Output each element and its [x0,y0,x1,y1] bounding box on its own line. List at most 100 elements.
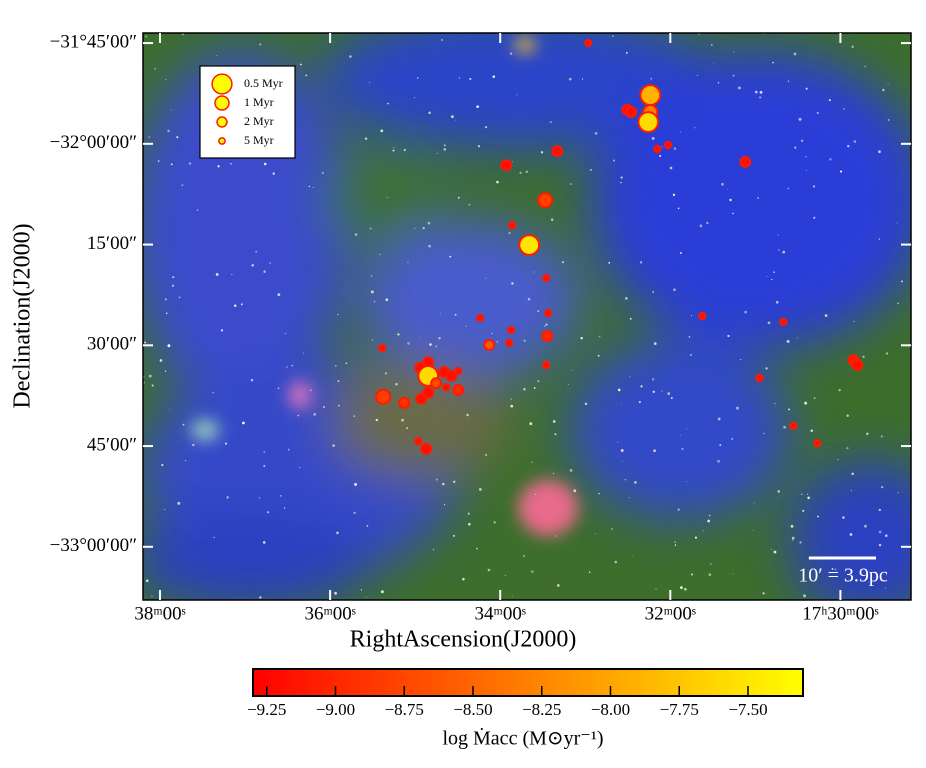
star [476,105,479,108]
legend-marker [216,116,228,128]
star [154,67,156,70]
star [640,261,643,264]
colorbar-tick-label: −8.00 [591,700,630,719]
star [588,571,591,573]
star [510,52,513,55]
star [312,186,314,188]
star [432,548,435,551]
star [291,364,294,367]
star [523,554,526,558]
star [458,77,461,79]
star [337,380,340,383]
star [625,297,628,300]
source-point [518,234,541,256]
y-tick-label: 45′00″ [87,434,137,455]
star [638,400,641,404]
star [443,504,446,506]
star [493,521,496,524]
source-point [551,145,564,158]
source-point [414,437,423,446]
star [777,234,779,236]
star [710,563,712,565]
star [323,406,325,408]
source-point [584,38,593,48]
star [824,314,828,317]
star [427,221,431,225]
star [452,534,455,537]
star [731,437,734,440]
source-point [430,377,443,390]
star [407,261,409,263]
star [552,472,555,474]
star [631,555,633,557]
star [813,397,816,400]
star [581,78,584,80]
star [765,367,768,370]
star [258,496,261,499]
star [794,146,797,149]
star [466,413,469,417]
legend-marker [214,95,230,111]
star [178,296,181,299]
star [867,582,869,584]
star [478,488,482,491]
x-tick-label: 36ᵐ00ˢ [304,603,355,624]
star [805,156,807,158]
star [313,412,317,416]
star [527,297,531,301]
star [752,530,754,532]
star [370,290,374,294]
star [887,83,889,85]
star [516,94,518,96]
star [727,334,730,338]
star [681,447,684,451]
star [850,490,852,492]
star [896,222,898,224]
star [679,251,682,255]
star [787,187,790,190]
star [620,404,622,406]
source-point [442,383,451,392]
star [804,401,808,405]
star [380,129,384,133]
y-tick-label: 15′00″ [87,233,137,254]
star [531,570,534,573]
star [171,284,175,287]
star [167,344,171,348]
star [853,320,855,322]
star [148,374,152,378]
star [674,544,677,546]
star [770,548,772,550]
star [732,212,734,215]
star [713,62,715,64]
star [384,372,387,375]
source-point [508,221,517,230]
star [798,117,802,121]
star [837,459,839,461]
star [435,478,438,481]
source-point [476,313,485,323]
size-legend: 0.5 Myr 1 Myr 2 Myr 5 Myr [199,65,296,159]
star [259,43,262,46]
colorbar-tick-label: −8.50 [453,700,492,719]
star [469,77,472,81]
star [386,196,388,198]
star [263,451,266,453]
source-point [625,106,638,118]
colorbar-tick-label: −9.25 [247,700,286,719]
star [753,502,755,504]
star [727,188,728,190]
star [791,536,795,540]
star [812,185,816,188]
star [851,472,854,476]
source-point [375,388,392,405]
source-point [637,111,660,133]
star [263,162,267,166]
star [240,303,243,306]
star [677,508,680,511]
star [699,224,703,228]
star [590,169,592,171]
star [878,150,881,154]
star [762,592,765,595]
star [686,480,688,482]
